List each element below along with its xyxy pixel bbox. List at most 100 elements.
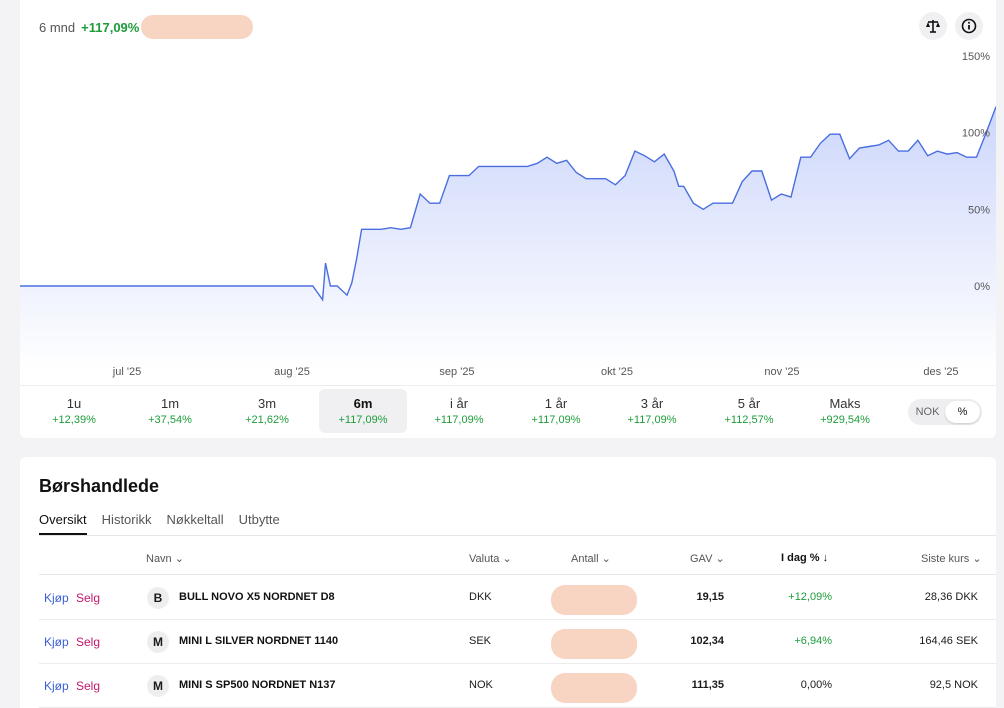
y-tick-label: 100% [962, 128, 990, 140]
chevron-down-icon: ⌄ [502, 553, 512, 565]
unit-toggle[interactable]: NOK% [908, 399, 982, 425]
period-change: +37,54% [148, 414, 192, 426]
chart-line [20, 106, 996, 302]
redacted-quantity [551, 629, 637, 659]
chevron-down-icon: ⌄ [601, 553, 611, 565]
last-price: 92,5 NOK [929, 679, 978, 691]
column-today-label: I dag % [781, 552, 820, 564]
last-price: 164,46 SEK [919, 635, 978, 647]
performance-value: +117,09% [81, 19, 140, 35]
period-tab[interactable]: 3m +21,62% [223, 389, 311, 433]
column-name[interactable]: Navn ⌄ [146, 552, 184, 565]
today-change: +12,09% [788, 591, 832, 603]
toggle-percent[interactable]: % [945, 401, 980, 423]
buy-button[interactable]: Kjøp [44, 635, 69, 649]
performance-period: 6 mnd [39, 19, 76, 35]
period-label: 1 år [544, 396, 568, 411]
info-button[interactable] [955, 12, 983, 40]
table-row[interactable]: Kjøp Selg M MINI L SILVER NORDNET 1140 SEK 10… [39, 620, 996, 664]
period-change: +117,09% [531, 414, 581, 426]
toggle-nok[interactable]: NOK [915, 406, 940, 418]
table-row[interactable]: Kjøp Selg B BULL NOVO X5 NORDNET D8 DKK 19,15… [39, 576, 996, 620]
period-tab[interactable]: i år +117,09% [415, 389, 503, 433]
period-label: Maks [829, 396, 861, 411]
period-selector: 1u +12,39% 1m +37,54% 3m +21,62% 6m +117,09% i å… [20, 385, 996, 435]
period-label: 1u [66, 396, 82, 411]
period-change: +12,39% [52, 414, 96, 426]
tabs-divider [39, 535, 996, 536]
chevron-down-icon: ⌄ [715, 553, 725, 565]
period-tab[interactable]: 3 år +117,09% [608, 389, 696, 433]
period-change: +929,54% [820, 414, 870, 426]
column-quantity[interactable]: Antall ⌄ [571, 552, 611, 565]
holdings-card: Børshandlede Oversikt Historikk Nøkkeltall… [20, 457, 996, 708]
period-label: 1m [160, 396, 180, 411]
column-today[interactable]: I dag % ↓ [781, 552, 828, 564]
instrument-name[interactable]: BULL NOVO X5 NORDNET D8 [179, 591, 335, 603]
column-last-price[interactable]: Siste kurs ⌄ [921, 552, 982, 565]
sell-button[interactable]: Selg [76, 591, 101, 605]
x-tick-label: sep '25 [439, 366, 474, 378]
column-quantity-label: Antall [571, 553, 599, 565]
column-currency[interactable]: Valuta ⌄ [469, 552, 512, 565]
period-label: 3 år [640, 396, 664, 411]
y-axis-ticks: 150% 100% 50% 0% [962, 51, 990, 293]
period-label: i år [449, 396, 469, 411]
section-title: Børshandlede [39, 476, 160, 496]
period-tab[interactable]: Maks +929,54% [801, 389, 889, 433]
period-tab[interactable]: 1m +37,54% [126, 389, 214, 433]
redacted-quantity [551, 585, 637, 615]
period-change: +117,09% [338, 414, 388, 426]
redacted-quantity [551, 673, 637, 703]
x-tick-label: jul '25 [112, 366, 141, 378]
period-tab[interactable]: 5 år +112,57% [705, 389, 793, 433]
chart-area [20, 106, 996, 370]
compare-button[interactable] [919, 12, 947, 40]
column-gav-label: GAV [690, 553, 713, 565]
chevron-down-icon: ⌄ [174, 553, 184, 565]
instrument-name[interactable]: MINI S SP500 NORDNET N137 [179, 679, 336, 691]
x-tick-label: okt '25 [601, 366, 633, 378]
x-tick-label: aug '25 [274, 366, 310, 378]
y-tick-label: 150% [962, 51, 990, 63]
period-label: 5 år [737, 396, 761, 411]
today-change: +6,94% [794, 635, 832, 647]
today-change: 0,00% [800, 679, 832, 691]
period-tab[interactable]: 1 år +117,09% [512, 389, 600, 433]
x-tick-label: des '25 [923, 366, 958, 378]
sell-button[interactable]: Selg [76, 635, 101, 649]
gav-value: 111,35 [691, 679, 724, 691]
buy-button[interactable]: Kjøp [44, 591, 69, 605]
performance-chart[interactable]: 150% 100% 50% 0% jul '25 aug '25 sep '25 okt '… [20, 40, 996, 385]
sell-button[interactable]: Selg [76, 679, 101, 693]
period-label: 3m [257, 396, 277, 411]
column-last-label: Siste kurs [921, 553, 970, 565]
tab-0[interactable]: Oversikt [39, 512, 87, 535]
column-gav[interactable]: GAV ⌄ [690, 552, 725, 565]
instrument-name[interactable]: MINI L SILVER NORDNET 1140 [179, 635, 339, 647]
buy-button[interactable]: Kjøp [44, 679, 69, 693]
table-row[interactable]: Kjøp Selg M MINI S SP500 NORDNET N137 NOK 111… [39, 664, 996, 708]
period-tab[interactable]: 6m +117,09% [319, 389, 407, 433]
chevron-down-icon: ⌄ [972, 553, 982, 565]
info-icon [961, 18, 977, 34]
instrument-badge: M [147, 631, 169, 653]
period-change: +117,09% [434, 414, 484, 426]
period-tab[interactable]: 1u +12,39% [30, 389, 118, 433]
column-name-label: Navn [146, 553, 172, 565]
period-change: +117,09% [627, 414, 677, 426]
x-axis-ticks: jul '25 aug '25 sep '25 okt '25 nov '25 des '… [112, 366, 959, 378]
period-change: +112,57% [724, 414, 774, 426]
performance-card: 6 mnd +117,09% 150% 100% 50% 0% jul '2 [20, 0, 996, 438]
tab-1[interactable]: Historikk [101, 512, 152, 527]
y-tick-label: 0% [974, 281, 990, 293]
gav-value: 102,34 [690, 635, 724, 647]
instrument-badge: M [147, 675, 169, 697]
currency: SEK [469, 635, 492, 647]
column-currency-label: Valuta [469, 553, 500, 565]
y-tick-label: 50% [968, 204, 990, 216]
gav-value: 19,15 [696, 591, 724, 603]
period-change: +21,62% [245, 414, 289, 426]
tab-2[interactable]: Nøkkeltall [166, 512, 224, 527]
tab-3[interactable]: Utbytte [238, 512, 280, 527]
